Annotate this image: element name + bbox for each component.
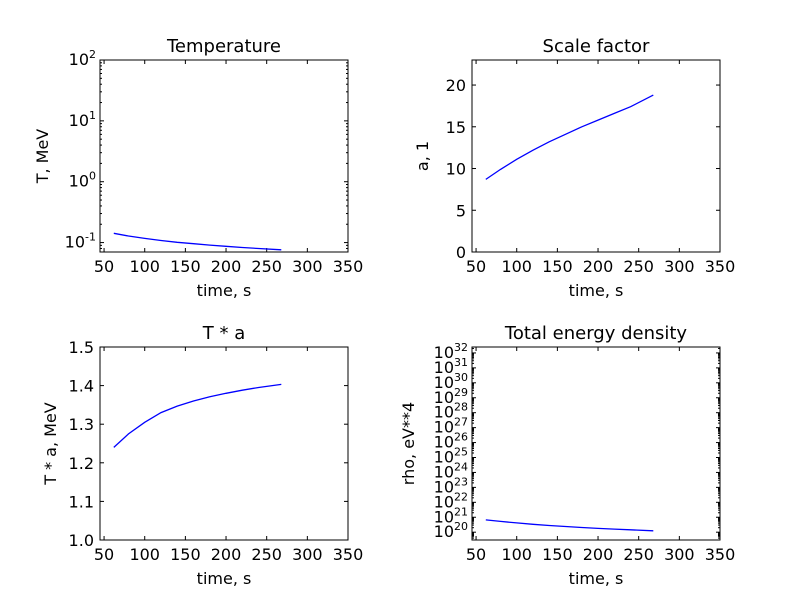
x-tick-label: 200 (583, 545, 614, 564)
chart-title: Temperature (166, 36, 281, 57)
x-axis-label: time, s (569, 569, 624, 588)
x-axis-label: time, s (197, 281, 252, 300)
y-tick-label: 1032 (434, 341, 468, 362)
series-line (485, 94, 654, 180)
x-tick-label: 250 (623, 257, 654, 276)
x-axis-label: time, s (569, 281, 624, 300)
subplot-1: 50 100 150 200 250 300 350 10-1 100 101 102 Tempera… (33, 36, 363, 300)
x-tick-label: 150 (542, 545, 573, 564)
x-tick-label: 250 (251, 545, 282, 564)
x-tick-label: 300 (664, 545, 695, 564)
x-tick-label: 200 (211, 545, 242, 564)
x-tick-label: 350 (333, 257, 364, 276)
x-tick-label: 150 (170, 545, 201, 564)
series-line (113, 232, 282, 251)
y-tick-label: 1.4 (69, 377, 94, 396)
x-tick-label: 50 (94, 257, 114, 276)
x-tick-label: 100 (501, 545, 532, 564)
y-tick-label: 1028 (434, 401, 468, 422)
chart-title: Total energy density (504, 323, 688, 344)
y-tick-label: 1.2 (69, 454, 94, 473)
x-tick-label: 300 (292, 257, 323, 276)
y-tick-label: 1.3 (69, 415, 94, 434)
y-axis-label: T * a, MeV (41, 402, 60, 486)
x-tick-label: 300 (664, 257, 695, 276)
y-tick-label: 1.5 (69, 338, 94, 357)
axes-frame (471, 346, 721, 541)
x-tick-label: 250 (623, 545, 654, 564)
y-axis-label: a, 1 (413, 141, 432, 171)
y-tick-label: 1023 (434, 475, 468, 496)
axes-frame (99, 59, 349, 253)
x-axis-label: time, s (197, 569, 252, 588)
y-tick-label: 102 (69, 48, 96, 69)
y-axis-label: rho, eV**4 (399, 402, 418, 485)
x-tick-label: 250 (251, 257, 282, 276)
y-tick-label: 100 (69, 170, 96, 191)
y-tick-label: 0 (456, 243, 466, 262)
x-tick-label: 350 (705, 257, 736, 276)
series-line (113, 383, 282, 448)
y-tick-label: 10-1 (65, 231, 96, 252)
y-tick-label: 1025 (434, 446, 468, 467)
x-tick-label: 50 (94, 545, 114, 564)
subplot-4: 50 100 150 200 250 300 350 10201021102210231024… (399, 323, 735, 588)
y-tick-label: 1.1 (69, 492, 94, 511)
y-tick-label: 1030 (434, 371, 468, 392)
y-tick-label: 101 (69, 109, 96, 130)
x-tick-label: 350 (705, 545, 736, 564)
y-tick-label: 1026 (434, 431, 468, 452)
y-tick-label: 1031 (434, 356, 468, 377)
y-tick-label: 1021 (434, 505, 468, 526)
y-tick-label: 1020 (434, 520, 468, 541)
x-tick-label: 200 (211, 257, 242, 276)
y-tick-label: 1024 (434, 460, 468, 481)
subplot-2: 50 100 150 200 250 300 350 0 5 10 15 20 Scale factor… (413, 36, 735, 300)
x-tick-label: 350 (333, 545, 364, 564)
x-tick-label: 100 (501, 257, 532, 276)
y-tick-label: 1029 (434, 386, 468, 407)
y-tick-label: 1027 (434, 416, 468, 437)
axes-frame (99, 346, 349, 541)
x-tick-label: 100 (129, 545, 160, 564)
x-tick-label: 300 (292, 545, 323, 564)
y-tick-label: 1.0 (69, 531, 94, 550)
y-tick-label: 15 (446, 118, 466, 137)
y-tick-label: 5 (456, 201, 466, 220)
y-tick-label: 20 (446, 76, 466, 95)
chart-title: Scale factor (543, 36, 650, 57)
y-axis-label: T, MeV (33, 129, 52, 185)
x-tick-label: 50 (466, 545, 486, 564)
x-tick-label: 100 (129, 257, 160, 276)
axes-frame (471, 59, 721, 253)
x-tick-label: 200 (583, 257, 614, 276)
subplot-3: 50 100 150 200 250 300 350 1.0 1.1 1.2 1.3 1.4 1.5 T … (41, 323, 363, 588)
chart-title: T * a (202, 323, 245, 344)
y-tick-label: 1022 (434, 490, 468, 511)
x-tick-label: 150 (542, 257, 573, 276)
y-tick-label: 10 (446, 160, 466, 179)
series-line (485, 519, 654, 532)
x-tick-label: 50 (466, 257, 486, 276)
x-tick-label: 150 (170, 257, 201, 276)
